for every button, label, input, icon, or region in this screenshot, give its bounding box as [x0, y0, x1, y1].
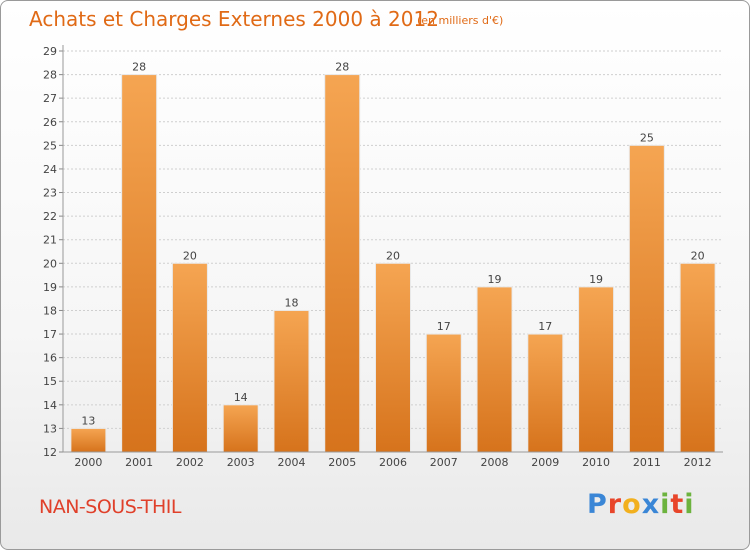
y-tick-label: 20	[43, 257, 57, 270]
bar	[324, 74, 361, 453]
y-tick-label: 24	[43, 163, 57, 176]
bar-value-label: 19	[589, 273, 603, 286]
bar-value-label: 17	[538, 320, 552, 333]
bar	[628, 144, 665, 453]
logo-letter: x	[641, 489, 661, 520]
commune-name: NAN-SOUS-THIL	[39, 496, 181, 518]
logo-letter: i	[684, 489, 695, 520]
y-tick-label: 15	[43, 375, 57, 388]
x-tick-label: 2003	[227, 456, 255, 469]
x-tick-label: 2000	[74, 456, 102, 469]
x-tick-label: 2005	[328, 456, 356, 469]
x-tick-label: 2010	[582, 456, 610, 469]
y-tick-label: 17	[43, 328, 57, 341]
y-tick-label: 19	[43, 281, 57, 294]
bar	[578, 286, 615, 453]
logo-letter: o	[622, 489, 642, 520]
chart-unit: (en milliers d'€)	[417, 14, 504, 27]
bar-value-label: 19	[488, 273, 502, 286]
y-tick-label: 25	[43, 139, 57, 152]
logo-letter: r	[607, 489, 623, 520]
y-tick-label: 22	[43, 210, 57, 223]
bar	[375, 262, 411, 453]
y-tick-label: 18	[43, 304, 57, 317]
bar	[121, 74, 158, 453]
bar-value-label: 25	[640, 131, 654, 144]
bar	[222, 404, 259, 453]
x-tick-label: 2009	[531, 456, 559, 469]
y-tick-label: 28	[43, 69, 57, 82]
x-tick-label: 2008	[481, 456, 509, 469]
chart-title: Achats et Charges Externes 2000 à 2012	[29, 7, 439, 31]
y-tick-label: 14	[43, 399, 57, 412]
bar-value-label: 17	[437, 320, 451, 333]
bar-value-label: 13	[81, 414, 95, 427]
y-tick-label: 29	[43, 45, 57, 58]
x-tick-label: 2004	[277, 456, 305, 469]
bar-value-label: 14	[234, 391, 248, 404]
bars: 13 28 20 14 18 28 20 17 19 17 19 25 20	[70, 61, 716, 453]
y-tick-label: 12	[43, 446, 57, 459]
bar-value-label: 28	[335, 61, 349, 74]
bar	[70, 427, 107, 453]
bar-value-label: 18	[284, 296, 298, 309]
y-axis: 12 13 14 15 16 17 18 19 20 21 22 23 24 25 26 27 28 29	[43, 45, 64, 459]
bar	[527, 333, 564, 453]
bar	[476, 286, 513, 453]
y-tick-label: 13	[43, 422, 57, 435]
bar	[273, 309, 310, 453]
x-tick-label: 2007	[430, 456, 458, 469]
y-tick-label: 23	[43, 187, 57, 200]
proxiti-logo[interactable]: Proxiti	[587, 489, 695, 520]
bar	[425, 333, 462, 453]
y-tick-label: 26	[43, 116, 57, 129]
y-tick-label: 27	[43, 92, 57, 105]
y-tick-label: 16	[43, 352, 57, 365]
bar-value-label: 28	[132, 61, 146, 74]
logo-letter: i	[660, 489, 671, 520]
x-tick-label: 2011	[633, 456, 661, 469]
bar-value-label: 20	[386, 249, 400, 262]
logo-letter: t	[670, 489, 685, 520]
bar	[679, 262, 716, 453]
bar	[171, 262, 208, 453]
bar-value-label: 20	[183, 249, 197, 262]
logo-letter: P	[587, 489, 608, 520]
bar-value-label: 20	[691, 249, 705, 262]
x-tick-label: 2012	[684, 456, 712, 469]
x-axis: 2000 2001 2002 2003 2004 2005 2006 2007 2008 2009…	[63, 451, 723, 469]
x-tick-label: 2006	[379, 456, 407, 469]
x-tick-label: 2001	[125, 456, 153, 469]
y-tick-label: 21	[43, 234, 57, 247]
x-tick-label: 2002	[176, 456, 204, 469]
